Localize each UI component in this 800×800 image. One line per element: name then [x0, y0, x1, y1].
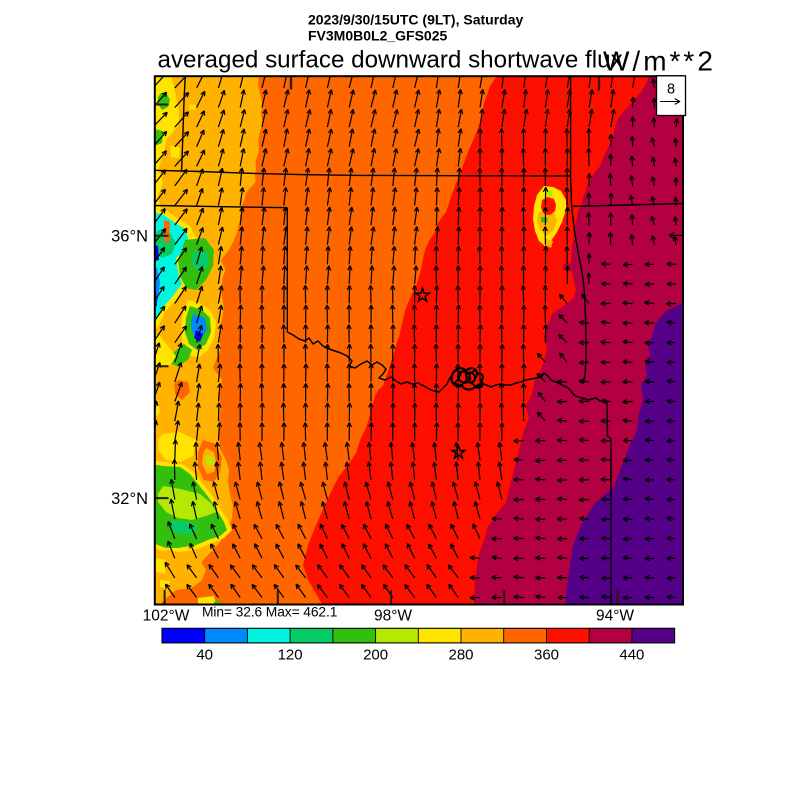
- svg-text:102°W: 102°W: [143, 608, 190, 625]
- svg-text:280: 280: [448, 647, 473, 664]
- svg-text:8: 8: [667, 81, 675, 97]
- svg-text:40: 40: [196, 647, 213, 664]
- svg-text:360: 360: [534, 647, 559, 664]
- svg-text:94°W: 94°W: [596, 608, 634, 625]
- svg-text:440: 440: [619, 647, 644, 664]
- svg-text:36°N: 36°N: [111, 228, 148, 246]
- svg-text:FV3M0B0L2_GFS025: FV3M0B0L2_GFS025: [308, 28, 447, 44]
- svg-text:averaged surface downward shor: averaged surface downward shortwave flux: [158, 47, 623, 74]
- svg-text:Min= 32.6 Max= 462.1: Min= 32.6 Max= 462.1: [202, 605, 337, 620]
- svg-text:32°N: 32°N: [111, 490, 148, 508]
- svg-text:120: 120: [278, 647, 303, 664]
- svg-text:98°W: 98°W: [374, 608, 412, 625]
- svg-text:W/m**2: W/m**2: [603, 46, 716, 77]
- svg-text:200: 200: [363, 647, 388, 664]
- svg-text:2023/9/30/15UTC (9LT), Saturda: 2023/9/30/15UTC (9LT), Saturday: [308, 12, 523, 28]
